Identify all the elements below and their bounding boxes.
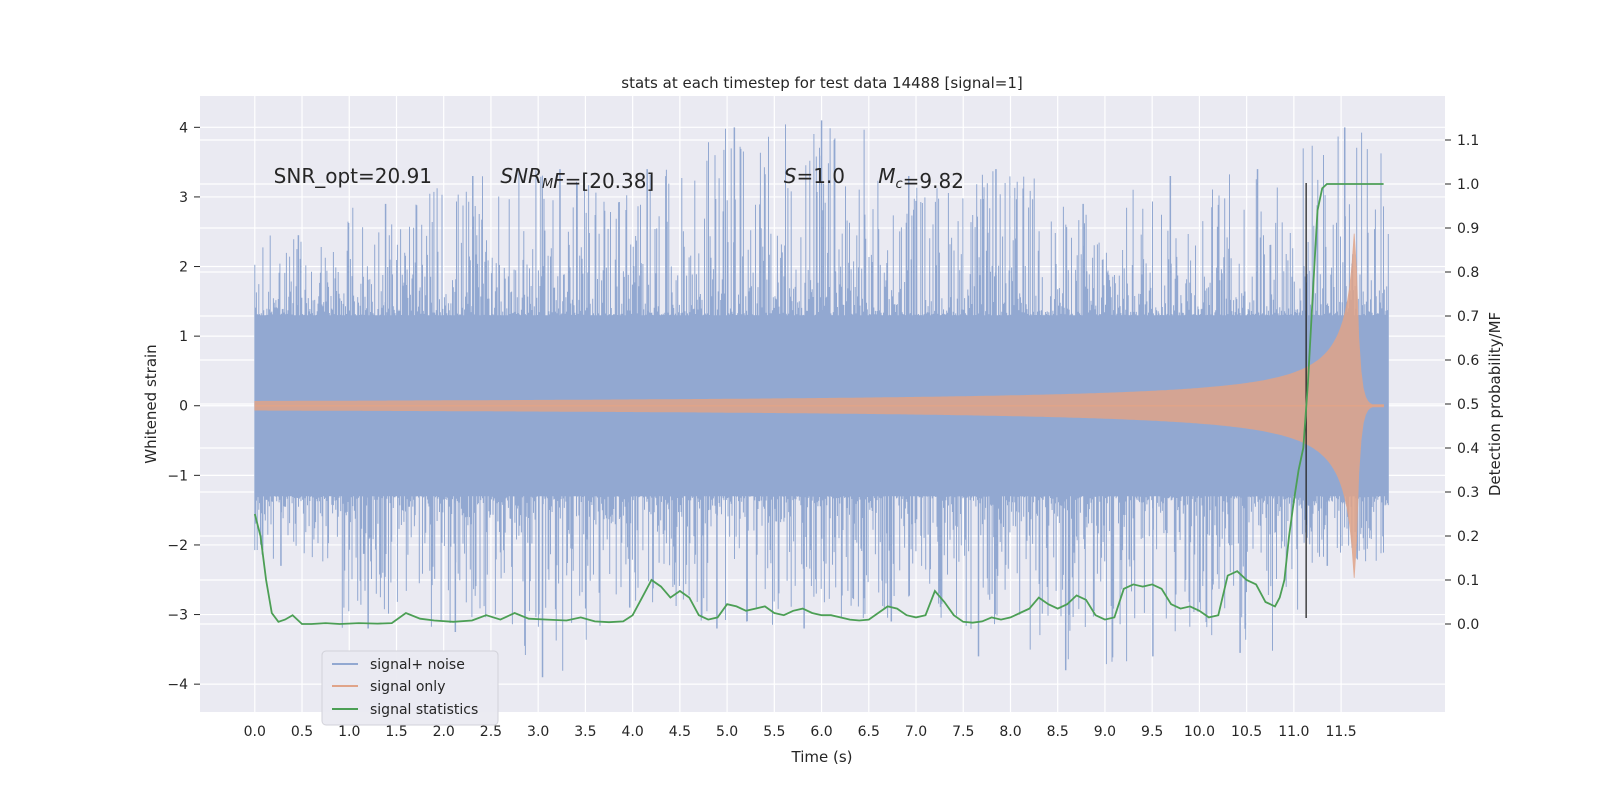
x-tick-label: 1.5 [385,724,407,740]
annotation-snr-opt: SNR_opt=20.91 [274,164,432,188]
x-tick-label: 8.5 [1047,724,1069,740]
annotations: SNR_opt=20.91 SNRMF=[20.38] S=1.0 Mc=9.82 [274,164,964,193]
series-signal-statistics [253,183,1384,625]
x-axis: 0.0 0.5 1.0 1.5 2.0 2.5 3.0 3.5 4.0 4.5 5.0 5.5 6.0 6… [244,724,1357,740]
annotation-chirp-mass: Mc=9.82 [878,164,964,193]
y2-tick-label: 0.8 [1457,265,1479,281]
x-tick-label: 0.0 [244,724,266,740]
annotation-snr-mf: SNRMF=[20.38] [500,164,654,193]
y2-tick-label: 0.1 [1457,573,1479,589]
legend-label-signal-only: signal only [370,679,445,695]
y2-tick-label: 0.7 [1457,309,1479,325]
y2-tick-label: 0.6 [1457,353,1479,369]
x-tick-label: 9.0 [1094,724,1116,740]
x-tick-label: 10.5 [1231,724,1262,740]
x-tick-label: 2.0 [433,724,455,740]
y-axis-left: −4 −3 −2 −1 0 1 2 3 4 [167,120,200,693]
y2-tick-label: 1.0 [1457,177,1479,193]
legend-box [321,650,499,726]
x-tick-label: 6.5 [858,724,880,740]
x-tick-label: 4.5 [669,724,691,740]
y-tick-label: 2 [179,260,188,276]
x-axis-label: Time (s) [791,748,853,766]
x-tick-label: 3.5 [574,724,596,740]
y-axis-label: Whitened strain [142,344,160,463]
x-tick-label: 8.0 [999,724,1021,740]
y2-tick-label: 0.0 [1457,617,1479,633]
y-tick-label: −1 [167,468,188,484]
x-tick-label: 11.0 [1278,724,1309,740]
series-signal-only [254,233,1384,578]
statistics-line [253,183,1384,625]
x-tick-label: 10.0 [1184,724,1215,740]
y2-tick-label: 0.9 [1457,221,1479,237]
y-tick-label: 4 [179,120,188,136]
legend-label-signal-statistics: signal statistics [370,702,478,718]
x-tick-label: 6.0 [810,724,832,740]
chart-title: stats at each timestep for test data 144… [621,74,1022,92]
y-tick-label: 3 [179,190,188,206]
y-tick-label: −3 [167,608,188,624]
x-tick-label: 2.5 [480,724,502,740]
y2-tick-label: 0.2 [1457,529,1479,545]
y2-axis-label: Detection probability/MF [1486,312,1504,496]
annotation-s-value: S=1.0 [784,164,845,188]
x-tick-label: 9.5 [1141,724,1163,740]
x-tick-label: 7.5 [952,724,974,740]
y-axis-right: 0.0 0.1 0.2 0.3 0.4 0.5 0.6 0.7 0.8 0.9 1.0 1.1 [1445,133,1479,633]
x-tick-label: 5.0 [716,724,738,740]
y-tick-label: −4 [167,677,188,693]
x-tick-label: 5.5 [763,724,785,740]
y2-tick-label: 0.5 [1457,397,1479,413]
y-tick-label: −2 [167,538,188,554]
x-tick-label: 11.5 [1326,724,1357,740]
legend-label-signal-plus-noise: signal+ noise [370,657,465,673]
x-tick-label: 0.5 [291,724,313,740]
x-tick-label: 1.0 [338,724,360,740]
legend: signal+ noise signal only signal statist… [321,650,499,726]
x-tick-label: 3.0 [527,724,549,740]
x-tick-label: 4.0 [621,724,643,740]
y2-tick-label: 0.3 [1457,485,1479,501]
y-tick-label: 1 [179,329,188,345]
y-tick-label: 0 [179,399,188,415]
y2-tick-label: 0.4 [1457,441,1479,457]
y2-tick-label: 1.1 [1457,133,1479,149]
x-tick-label: 7.0 [905,724,927,740]
